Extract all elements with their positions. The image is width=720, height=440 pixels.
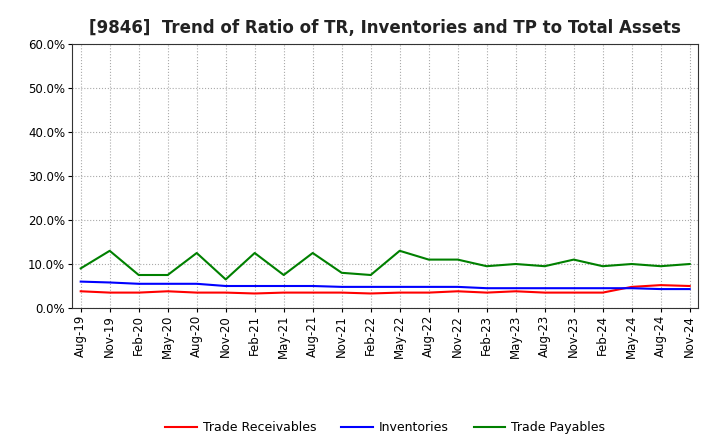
Inventories xyxy=(76,279,85,284)
Trade Receivables xyxy=(251,291,259,296)
Inventories xyxy=(192,281,201,286)
Trade Receivables xyxy=(338,290,346,295)
Trade Payables xyxy=(657,264,665,269)
Trade Payables xyxy=(511,261,520,267)
Inventories xyxy=(135,281,143,286)
Trade Receivables xyxy=(482,290,491,295)
Trade Receivables xyxy=(570,290,578,295)
Inventories xyxy=(482,286,491,291)
Trade Payables xyxy=(338,270,346,275)
Trade Payables xyxy=(627,261,636,267)
Inventories xyxy=(685,286,694,292)
Trade Payables xyxy=(251,250,259,256)
Trade Receivables xyxy=(657,282,665,288)
Trade Payables xyxy=(570,257,578,262)
Trade Payables xyxy=(76,266,85,271)
Inventories xyxy=(221,283,230,289)
Trade Payables xyxy=(163,272,172,278)
Legend: Trade Receivables, Inventories, Trade Payables: Trade Receivables, Inventories, Trade Pa… xyxy=(161,416,610,439)
Trade Payables xyxy=(424,257,433,262)
Inventories xyxy=(454,284,462,290)
Trade Receivables xyxy=(192,290,201,295)
Inventories xyxy=(627,286,636,291)
Trade Payables xyxy=(279,272,288,278)
Trade Payables xyxy=(395,248,404,253)
Trade Payables xyxy=(541,264,549,269)
Trade Receivables xyxy=(541,290,549,295)
Trade Receivables xyxy=(627,284,636,290)
Trade Payables xyxy=(135,272,143,278)
Trade Payables xyxy=(105,248,114,253)
Trade Receivables xyxy=(685,283,694,289)
Trade Payables xyxy=(598,264,607,269)
Trade Payables xyxy=(366,272,375,278)
Inventories xyxy=(657,286,665,292)
Inventories xyxy=(511,286,520,291)
Trade Payables xyxy=(308,250,317,256)
Trade Receivables xyxy=(163,289,172,294)
Inventories xyxy=(598,286,607,291)
Line: Trade Payables: Trade Payables xyxy=(81,251,690,279)
Trade Payables xyxy=(192,250,201,256)
Trade Receivables xyxy=(424,290,433,295)
Inventories xyxy=(570,286,578,291)
Trade Receivables xyxy=(395,290,404,295)
Inventories xyxy=(163,281,172,286)
Inventories xyxy=(308,283,317,289)
Trade Receivables xyxy=(221,290,230,295)
Trade Receivables xyxy=(366,291,375,296)
Title: [9846]  Trend of Ratio of TR, Inventories and TP to Total Assets: [9846] Trend of Ratio of TR, Inventories… xyxy=(89,19,681,37)
Trade Receivables xyxy=(308,290,317,295)
Trade Payables xyxy=(685,261,694,267)
Inventories xyxy=(105,280,114,285)
Inventories xyxy=(395,284,404,290)
Trade Payables xyxy=(221,277,230,282)
Trade Receivables xyxy=(511,289,520,294)
Trade Receivables xyxy=(105,290,114,295)
Trade Receivables xyxy=(454,289,462,294)
Inventories xyxy=(251,283,259,289)
Inventories xyxy=(338,284,346,290)
Inventories xyxy=(541,286,549,291)
Line: Trade Receivables: Trade Receivables xyxy=(81,285,690,293)
Trade Receivables xyxy=(76,289,85,294)
Inventories xyxy=(366,284,375,290)
Inventories xyxy=(424,284,433,290)
Inventories xyxy=(279,283,288,289)
Trade Receivables xyxy=(598,290,607,295)
Line: Inventories: Inventories xyxy=(81,282,690,289)
Trade Payables xyxy=(482,264,491,269)
Trade Receivables xyxy=(135,290,143,295)
Trade Payables xyxy=(454,257,462,262)
Trade Receivables xyxy=(279,290,288,295)
